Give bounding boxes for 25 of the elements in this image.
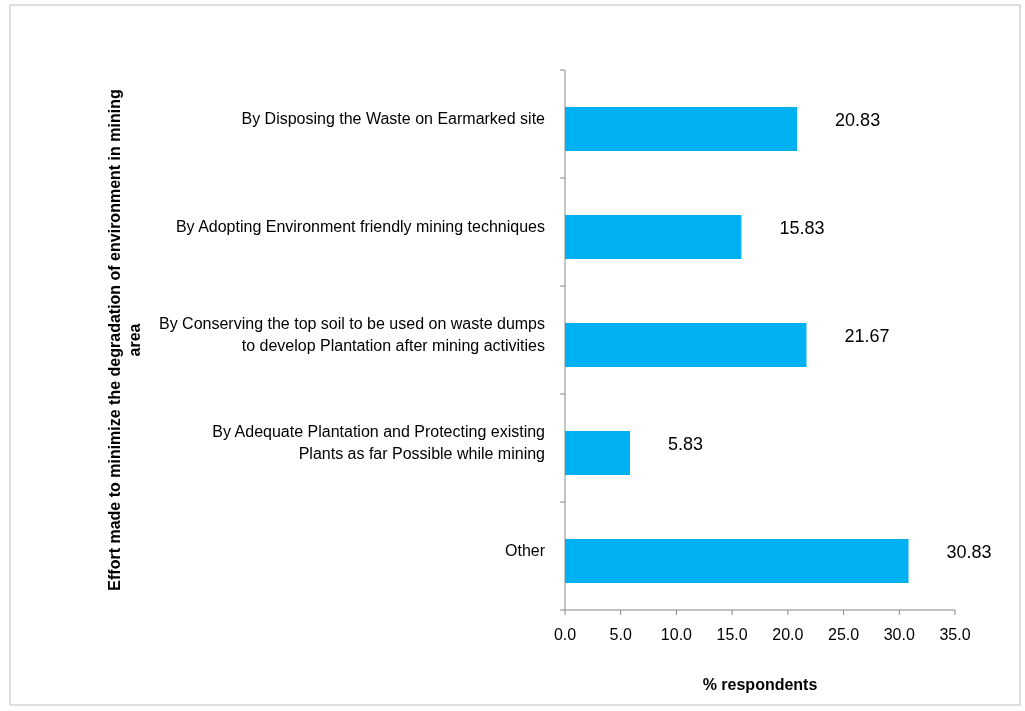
x-axis-title: % respondents (702, 676, 818, 693)
data-label: 20.83 (835, 109, 881, 130)
x-tick-label: 35.0 (939, 626, 971, 643)
y-tick-label: By Adopting Environment friendly mining techniques (175, 218, 545, 236)
x-tick-label: 15.0 (716, 626, 748, 643)
y-tick-label: By Disposing the Waste on Earmarked site (241, 110, 546, 128)
bar (565, 539, 909, 583)
data-label: 30.83 (946, 541, 992, 562)
bar (565, 431, 630, 475)
y-tick-label: Other (504, 542, 546, 560)
data-label: 15.83 (779, 217, 825, 238)
y-tick-label: By Adequate Plantation and Protecting existing Plants as far Possible while mining (212, 423, 545, 463)
x-tick-label: 25.0 (828, 626, 860, 643)
data-label: 5.83 (667, 433, 704, 454)
y-tick-label: By Conserving the top soil to be used on waste dumps to develop Plantation after mining activities (159, 315, 545, 355)
x-tick-label: 5.0 (609, 626, 632, 643)
x-tick-label: 20.0 (772, 626, 804, 643)
x-tick-label: 30.0 (883, 626, 915, 643)
bar (565, 107, 798, 151)
bar (565, 215, 742, 259)
x-tick-label: 0.0 (553, 626, 577, 643)
data-label: 21.67 (844, 325, 890, 346)
x-tick-label: 10.0 (660, 626, 693, 643)
y-axis-title: Effort made to minimize the degradation of environment in mining area (106, 89, 143, 591)
bar (565, 323, 807, 367)
